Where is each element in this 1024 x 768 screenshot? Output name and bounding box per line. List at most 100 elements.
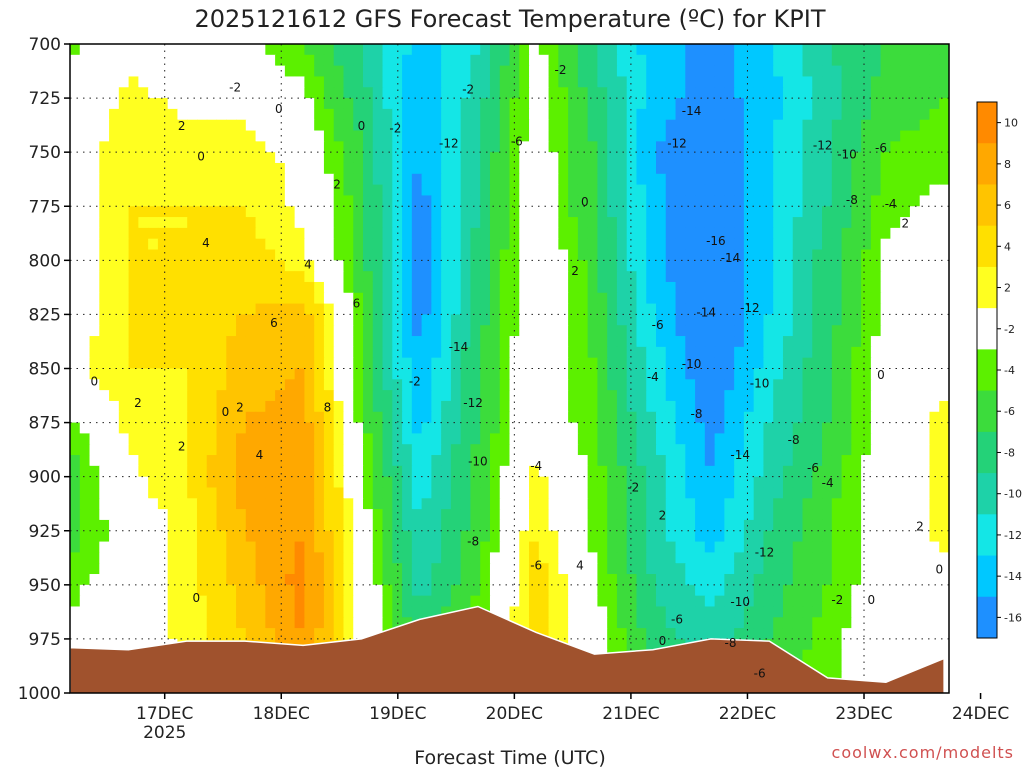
- temperature-cell: [782, 563, 794, 575]
- temperature-cell: [607, 379, 618, 391]
- temperature-cell: [343, 584, 354, 597]
- temperature-cell: [128, 584, 139, 597]
- temperature-cell: [724, 65, 735, 78]
- temperature-cell: [353, 281, 364, 294]
- temperature-cell: [255, 617, 266, 629]
- temperature-cell: [616, 65, 628, 78]
- temperature-cell: [704, 411, 716, 424]
- temperature-cell: [372, 487, 384, 499]
- temperature-cell: [822, 411, 833, 424]
- temperature-cell: [480, 271, 491, 283]
- temperature-cell: [870, 87, 882, 99]
- temperature-cell: [802, 238, 813, 251]
- temperature-cell: [597, 357, 608, 370]
- temperature-cell: [167, 574, 179, 586]
- temperature-cell: [294, 498, 305, 510]
- temperature-cell: [587, 227, 598, 240]
- temperature-cell: [656, 227, 667, 240]
- temperature-cell: [187, 281, 198, 294]
- temperature-cell: [245, 509, 257, 521]
- temperature-cell: [665, 444, 677, 456]
- temperature-cell: [323, 108, 335, 121]
- temperature-cell: [714, 595, 725, 608]
- temperature-cell: [138, 346, 149, 359]
- temperature-cell: [880, 606, 891, 618]
- temperature-cell: [480, 44, 491, 56]
- temperature-cell: [695, 530, 706, 543]
- temperature-cell: [265, 325, 276, 337]
- temperature-cell: [597, 314, 608, 326]
- temperature-cell: [753, 152, 765, 164]
- temperature-cell: [226, 368, 237, 380]
- temperature-cell: [499, 217, 511, 229]
- temperature-cell: [284, 130, 296, 142]
- temperature-cell: [675, 195, 686, 207]
- temperature-cell: [548, 162, 559, 175]
- temperature-cell: [919, 152, 931, 164]
- temperature-cell: [861, 357, 872, 370]
- temperature-cell: [216, 260, 227, 272]
- temperature-cell: [109, 217, 120, 229]
- temperature-cell: [773, 65, 784, 78]
- temperature-cell: [167, 541, 179, 553]
- temperature-cell: [607, 281, 618, 294]
- temperature-cell: [431, 184, 442, 197]
- temperature-cell: [323, 346, 335, 359]
- temperature-cell: [148, 336, 159, 348]
- temperature-cell: [646, 346, 657, 359]
- temperature-cell: [880, 227, 891, 240]
- temperature-cell: [929, 552, 940, 564]
- temperature-cell: [245, 249, 257, 261]
- temperature-cell: [363, 249, 374, 261]
- temperature-cell: [665, 574, 677, 586]
- temperature-cell: [929, 303, 940, 316]
- temperature-cell: [841, 281, 852, 294]
- temperature-cell: [411, 281, 423, 294]
- temperature-cell: [79, 152, 91, 164]
- temperature-cell: [460, 487, 472, 499]
- temperature-cell: [665, 411, 677, 424]
- temperature-cell: [499, 271, 511, 283]
- temperature-cell: [861, 530, 872, 543]
- temperature-cell: [538, 628, 550, 640]
- temperature-cell: [870, 271, 882, 283]
- temperature-cell: [822, 336, 833, 348]
- temperature-cell: [577, 238, 589, 251]
- temperature-cell: [724, 184, 735, 197]
- temperature-cell: [870, 584, 882, 597]
- temperature-cell: [99, 476, 110, 489]
- temperature-cell: [79, 574, 91, 586]
- temperature-cell: [646, 130, 657, 142]
- temperature-cell: [607, 325, 618, 337]
- temperature-cell: [685, 336, 696, 348]
- temperature-cell: [157, 195, 169, 207]
- temperature-cell: [577, 325, 589, 337]
- temperature-cell: [431, 141, 442, 153]
- temperature-cell: [900, 336, 911, 348]
- temperature-cell: [216, 519, 227, 532]
- temperature-cell: [206, 173, 218, 186]
- temperature-cell: [607, 455, 618, 467]
- temperature-cell: [509, 303, 520, 316]
- temperature-cell: [167, 465, 179, 478]
- temperature-cell: [597, 98, 608, 110]
- temperature-cell: [558, 411, 569, 424]
- temperature-cell: [685, 260, 696, 272]
- temperature-cell: [734, 465, 745, 478]
- temperature-cell: [841, 336, 852, 348]
- temperature-cell: [363, 584, 374, 597]
- temperature-cell: [519, 162, 530, 175]
- temperature-cell: [470, 206, 481, 218]
- temperature-cell: [79, 628, 91, 640]
- temperature-cell: [450, 217, 462, 229]
- temperature-cell: [167, 379, 179, 391]
- temperature-cell: [109, 314, 120, 326]
- temperature-cell: [304, 509, 315, 521]
- temperature-cell: [236, 444, 247, 456]
- temperature-cell: [216, 206, 227, 218]
- temperature-cell: [792, 574, 804, 586]
- temperature-cell: [480, 563, 491, 575]
- temperature-cell: [431, 281, 442, 294]
- temperature-cell: [939, 87, 949, 99]
- temperature-cell: [646, 271, 657, 283]
